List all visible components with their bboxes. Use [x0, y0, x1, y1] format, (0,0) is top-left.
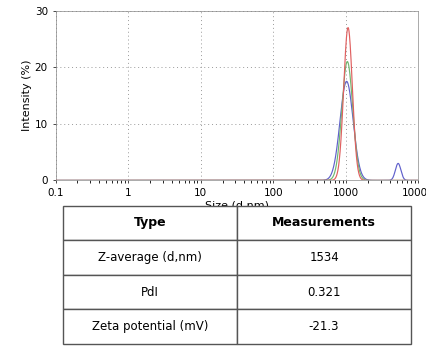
X-axis label: Size (d.nm): Size (d.nm)	[204, 201, 268, 211]
Y-axis label: Intensity (%): Intensity (%)	[22, 60, 32, 131]
